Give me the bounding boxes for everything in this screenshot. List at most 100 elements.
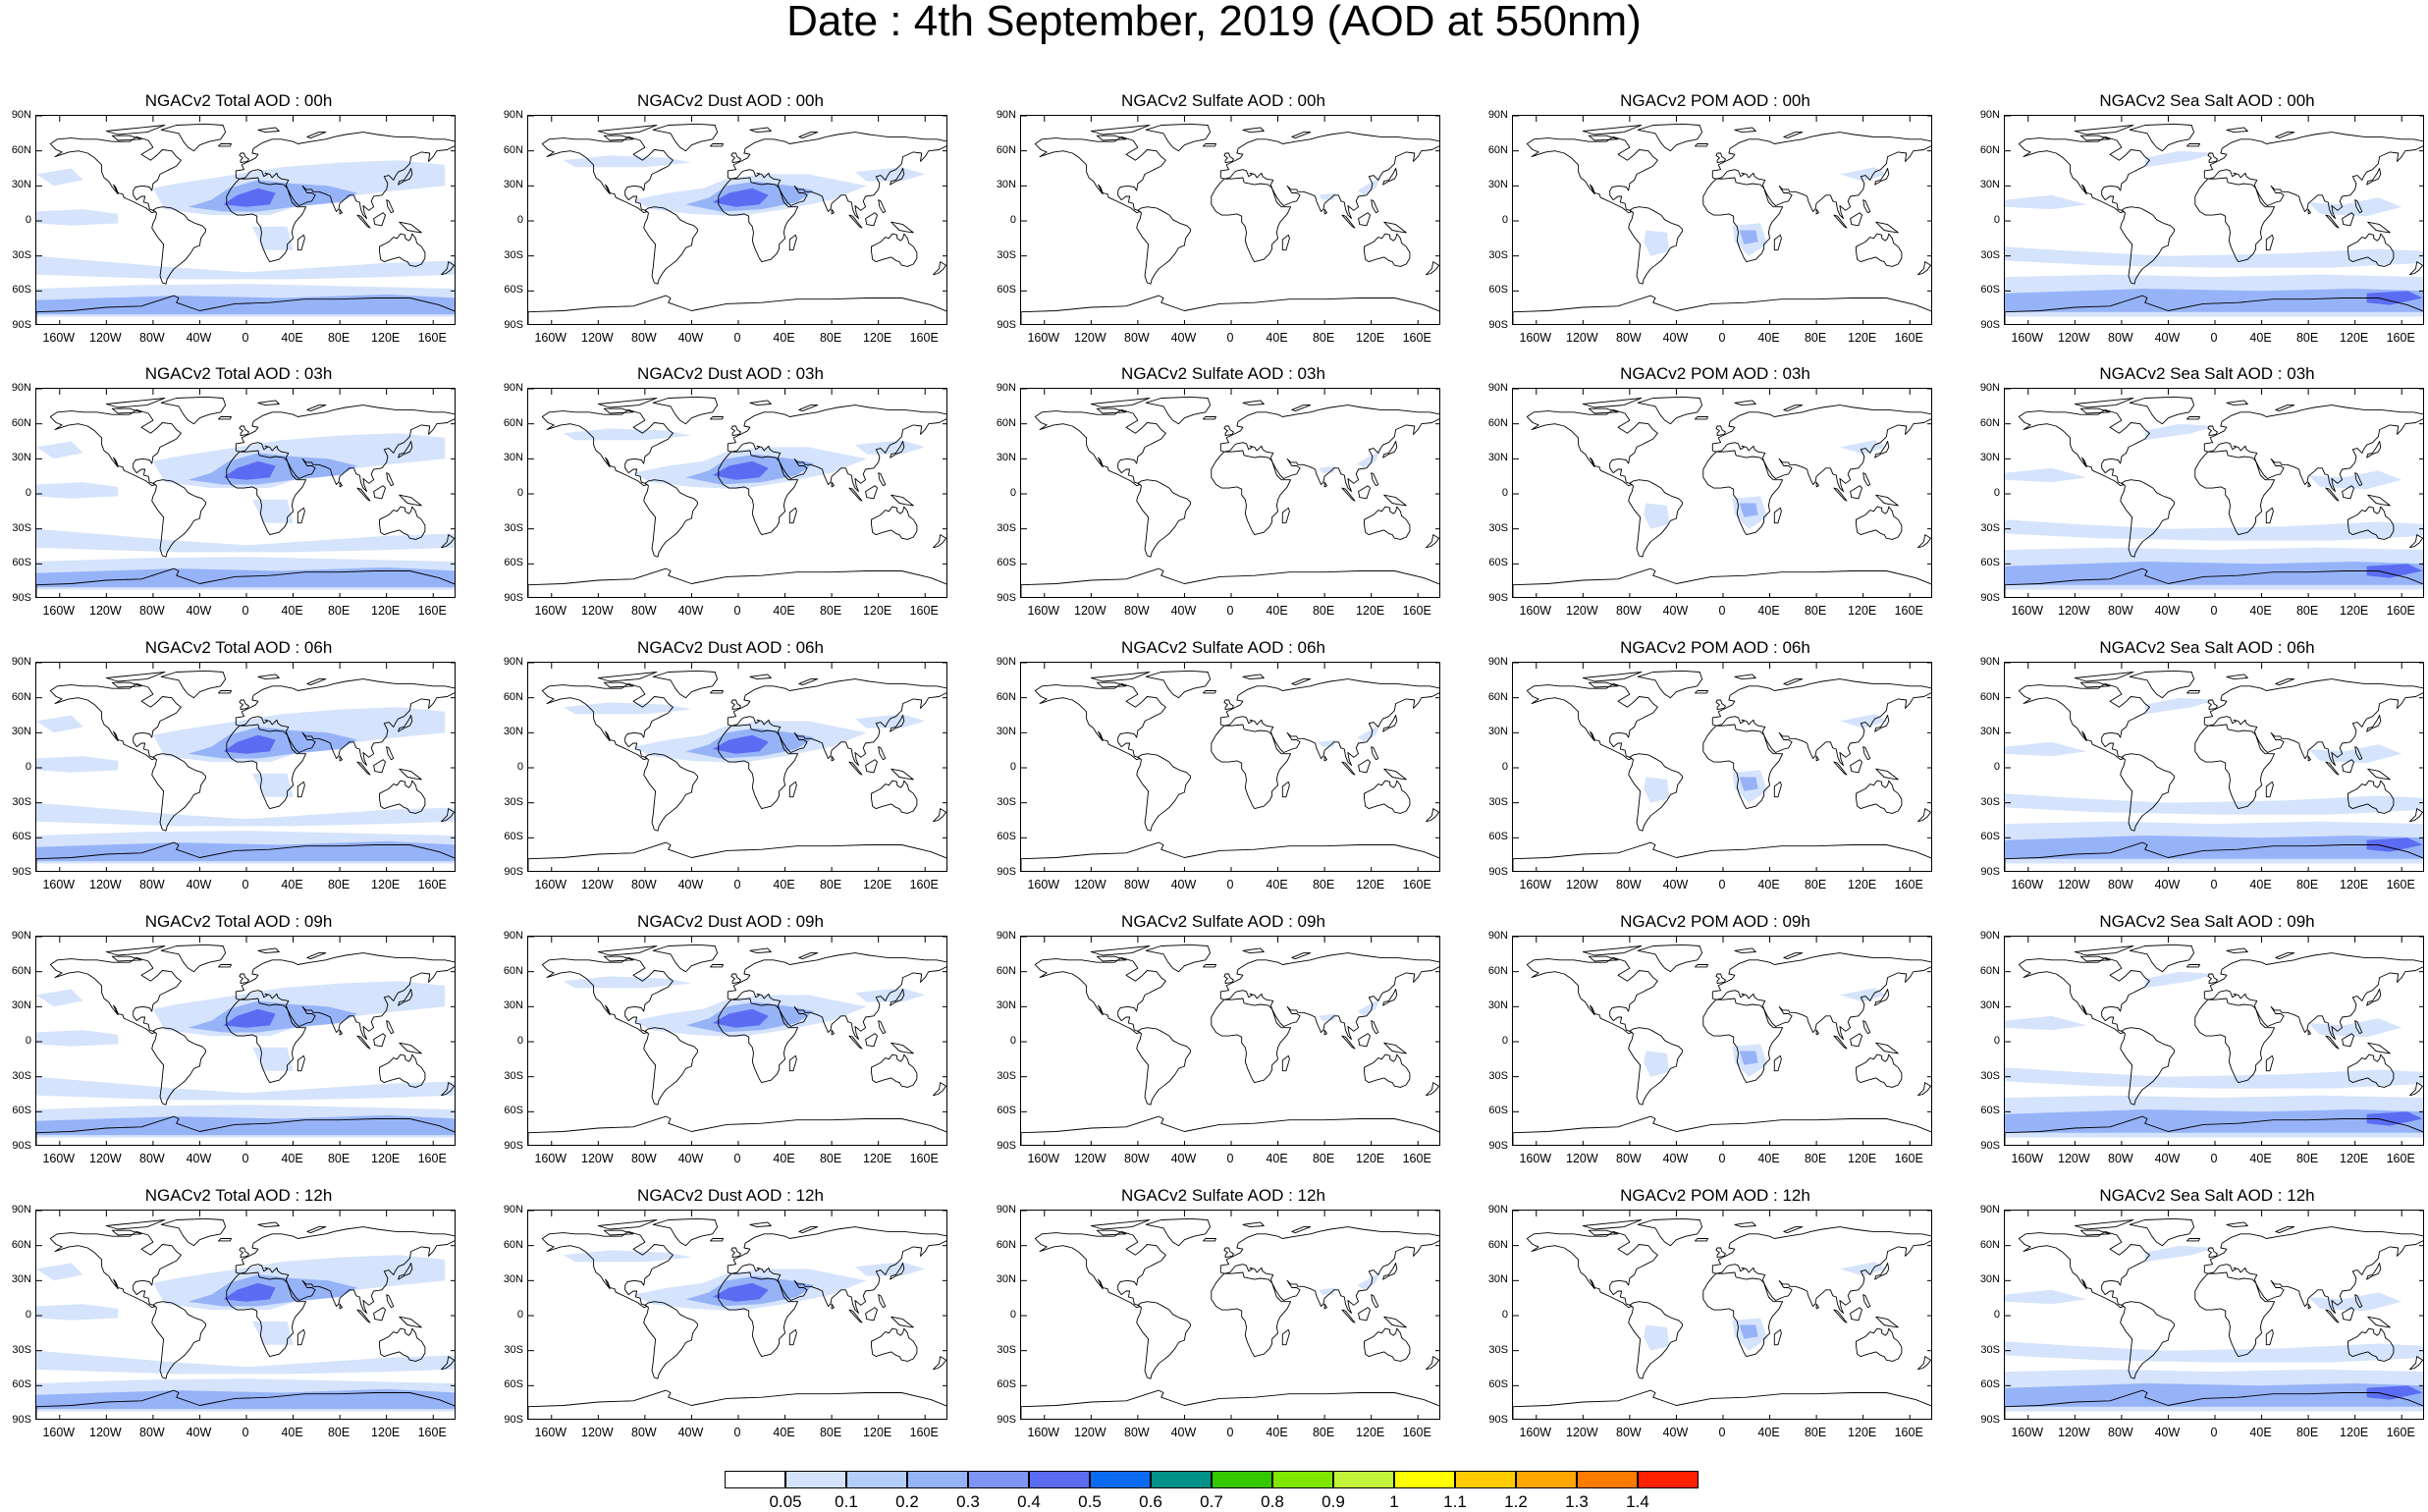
- lon-tick-label: 40W: [1662, 878, 1689, 891]
- panel-title: NGACv2 POM AOD : 06h: [1620, 638, 1810, 657]
- lon-tick-label: 80W: [139, 1426, 165, 1439]
- coastline: [49, 135, 182, 214]
- colorbar-swatch: [1638, 1471, 1699, 1488]
- coastline: [1856, 1327, 1903, 1362]
- lon-tick-label: 40W: [1170, 1152, 1197, 1165]
- lat-tick-label: 90S: [997, 866, 1016, 878]
- aod-shading: [2308, 1292, 2402, 1312]
- coastline: [1582, 945, 1643, 956]
- lon-tick-label: 80W: [139, 604, 165, 618]
- colorbar-label: 1.4: [1626, 1492, 1649, 1511]
- aod-shading: [563, 428, 692, 441]
- lat-tick-label: 90N: [11, 656, 31, 668]
- aod-shading: [36, 528, 455, 553]
- lat-tick-label: 90S: [1488, 1140, 1508, 1152]
- coastline: [1383, 768, 1407, 781]
- lat-tick-label: 90N: [503, 930, 523, 942]
- coastline: [356, 1309, 371, 1323]
- lon-tick-label: 0: [1718, 1426, 1726, 1439]
- lon-tick-label: 80E: [327, 331, 351, 345]
- coastline: [105, 1219, 166, 1230]
- aod-shading: [563, 976, 692, 989]
- coastline: [1874, 1263, 1890, 1280]
- lon-tick-label: 0: [733, 331, 741, 345]
- aod-shading: [36, 294, 455, 315]
- aod-shading: [854, 1262, 926, 1276]
- lon-tick-label: 0: [1226, 878, 1234, 891]
- lon-tick-label: 40E: [2249, 1426, 2272, 1439]
- coastline: [1341, 214, 1356, 229]
- lon-tick-label: 40E: [281, 331, 303, 345]
- lon-tick-label: 80E: [819, 331, 842, 345]
- map-frame: [1512, 388, 1932, 598]
- coastline: [2120, 206, 2175, 285]
- lat-tick-label: 60N: [1487, 964, 1508, 977]
- coastline: [1364, 233, 1411, 267]
- coastline: [1145, 123, 1212, 152]
- coastline: [643, 479, 698, 558]
- coastline: [2409, 1356, 2423, 1371]
- lon-tick-label: 120W: [2058, 604, 2090, 618]
- coastline: [151, 479, 206, 558]
- lon-tick-label: 160W: [1519, 604, 1552, 618]
- coastline: [730, 152, 741, 164]
- lon-tick-label: 80E: [819, 604, 842, 618]
- coastline: [1695, 1238, 1708, 1242]
- coastline: [1702, 1271, 1784, 1358]
- coastline: [1382, 715, 1398, 732]
- lon-tick-label: 0: [242, 1426, 249, 1439]
- lon-tick-label: 80W: [2108, 604, 2133, 618]
- coastline: [399, 1316, 422, 1328]
- coastline: [2265, 507, 2274, 524]
- coastline: [1323, 1303, 1327, 1310]
- lon-tick-label: 80W: [631, 1152, 657, 1165]
- coastline: [1582, 125, 1643, 135]
- coastline: [1917, 1082, 1931, 1097]
- coastline: [1090, 398, 1151, 408]
- coastline: [1034, 682, 1166, 761]
- lon-tick-label: 80W: [139, 1152, 165, 1165]
- coastline: [597, 1219, 658, 1230]
- coastline: [1291, 952, 1312, 960]
- coastline: [1219, 1226, 1439, 1315]
- colorbar-swatch: [1212, 1471, 1272, 1488]
- coastline: [1371, 746, 1379, 761]
- lon-tick-label: 80E: [819, 1152, 842, 1165]
- coastline: [1203, 964, 1216, 968]
- lon-tick-label: 120W: [1074, 878, 1106, 891]
- coastline: [2074, 945, 2134, 956]
- coastline: [1383, 221, 1407, 234]
- aod-shading: [36, 1388, 455, 1410]
- coastline: [730, 699, 741, 711]
- lon-tick-label: 40W: [1662, 604, 1689, 618]
- coastline: [1371, 1020, 1379, 1035]
- coastline: [1364, 1327, 1411, 1362]
- coastline: [1874, 989, 1890, 1006]
- coastline: [643, 753, 698, 832]
- coastline: [1513, 567, 1931, 597]
- map-frame: [35, 1210, 456, 1420]
- lat-tick-label: 30S: [504, 1069, 523, 1082]
- coastline: [239, 973, 249, 985]
- lat-tick-label: 30S: [1980, 1069, 2000, 1082]
- aod-shading: [2005, 1015, 2087, 1031]
- lon-tick-label: 120W: [1566, 331, 1598, 345]
- lon-tick-label: 160E: [1402, 331, 1431, 345]
- coastline: [710, 1238, 724, 1242]
- lon-tick-label: 120W: [1074, 1426, 1106, 1439]
- lon-tick-label: 40E: [1757, 604, 1780, 618]
- lon-tick-label: 0: [733, 1152, 741, 1165]
- lon-tick-label: 0: [1226, 1152, 1234, 1165]
- colorbar-label: 1.1: [1443, 1492, 1467, 1511]
- lat-tick-label: 60S: [997, 1378, 1016, 1391]
- lon-tick-label: 40E: [773, 331, 795, 345]
- coastline: [2307, 1029, 2311, 1036]
- aod-shading: [36, 209, 119, 226]
- coastline: [226, 450, 307, 536]
- lon-tick-label: 160E: [1894, 1426, 1923, 1439]
- lat-tick-label: 0: [1009, 1035, 1016, 1047]
- coastline: [339, 481, 343, 488]
- coastline: [2409, 1082, 2423, 1097]
- aod-shading: [1357, 997, 1381, 1016]
- coastline: [2005, 1389, 2423, 1419]
